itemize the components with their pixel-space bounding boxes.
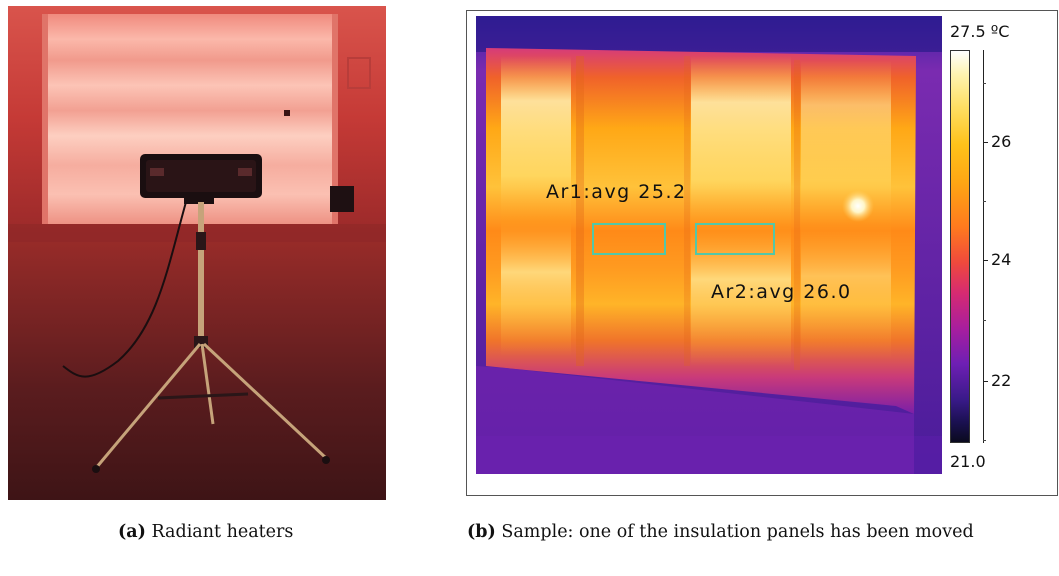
caption-panel-b: (b) Sample: one of the insulation panels… [467,519,1057,545]
scale-tick [983,260,988,261]
scale-min-label: 21.0 [950,452,986,471]
roi-box-ar1 [592,223,666,255]
caption-a-tag: (a) [118,522,146,542]
scale-tick-label: 26 [991,132,1012,151]
caption-b-text: Sample: one of the insulation panels has… [501,522,974,542]
scale-tick-label: 22 [991,371,1012,390]
scale-tick-label: 24 [991,250,1012,269]
scale-minor-tick [983,440,986,441]
scale-minor-tick [983,320,986,321]
temperature-color-scale [950,50,970,443]
scale-axis-line [983,50,984,443]
radiant-heater-photo [8,6,386,500]
caption-b-tag: (b) [467,522,496,542]
caption-panel-a: (a) Radiant heaters [118,519,293,545]
roi-box-ar2 [695,223,775,255]
area-1-average-label: Ar1:avg 25.2 [546,181,687,203]
thermal-image [476,16,942,474]
scale-minor-tick [983,201,986,202]
area-2-average-label: Ar2:avg 26.0 [711,281,852,303]
scale-tick [983,381,988,382]
scale-tick [983,142,988,143]
caption-a-text: Radiant heaters [151,522,294,542]
scale-max-label: 27.5 ºC [950,22,1010,41]
scale-minor-tick [983,83,986,84]
